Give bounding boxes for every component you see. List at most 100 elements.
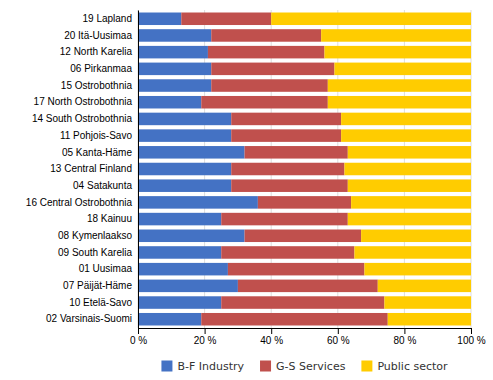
bar <box>258 196 351 209</box>
y-tick-label: 18 Kainuu <box>87 213 132 224</box>
x-tick-label: 100 % <box>457 335 485 346</box>
x-axis: 0 %20 %40 %60 %80 %100 % <box>130 328 486 346</box>
bar <box>138 313 201 326</box>
y-tick-label: 17 North Ostrobothnia <box>34 96 133 107</box>
bar <box>138 263 228 276</box>
y-tick-label: 08 Kymenlaakso <box>58 230 132 241</box>
y-tick-label: 02 Varsinais-Suomi <box>46 313 132 324</box>
bar <box>138 29 211 42</box>
bar <box>211 63 334 76</box>
x-tick-mark <box>138 328 139 334</box>
bar <box>221 246 354 259</box>
bar <box>138 129 231 142</box>
x-tick-mark <box>471 328 472 334</box>
bar <box>138 113 231 126</box>
bars <box>138 13 471 326</box>
y-tick: 07 Päijät-Häme <box>63 280 138 291</box>
bar <box>271 13 471 26</box>
y-tick: 10 Etelä-Savo <box>69 297 138 308</box>
bar <box>378 280 471 293</box>
legend-item: B-F Industry <box>161 360 244 373</box>
legend-item: Public sector <box>361 360 448 373</box>
bar <box>388 313 471 326</box>
bar <box>384 296 471 309</box>
bar <box>348 179 471 192</box>
bar <box>138 246 221 259</box>
y-tick: 01 Uusimaa <box>79 263 138 274</box>
y-tick: 02 Varsinais-Suomi <box>46 313 138 324</box>
legend-swatch <box>161 361 172 372</box>
x-tick: 20 % <box>194 328 217 346</box>
bar <box>138 296 221 309</box>
y-tick: 14 South Ostrobothnia <box>32 113 138 124</box>
bar <box>351 196 471 209</box>
bar <box>138 79 211 92</box>
x-tick-mark <box>338 328 339 334</box>
y-tick: 15 Ostrobothnia <box>61 80 138 91</box>
bar <box>201 96 328 109</box>
x-tick-label: 60 % <box>327 335 350 346</box>
y-tick-label: 15 Ostrobothnia <box>61 80 133 91</box>
legend: B-F Industry G-S Services Public sector <box>161 360 448 373</box>
bar <box>361 230 471 243</box>
x-tick-mark <box>404 328 405 334</box>
y-tick-label: 01 Uusimaa <box>79 263 133 274</box>
bar <box>348 213 471 226</box>
x-tick-mark <box>205 328 206 334</box>
y-tick-label: 07 Päijät-Häme <box>63 280 132 291</box>
y-tick: 04 Satakunta <box>73 180 138 191</box>
bar <box>138 280 238 293</box>
y-tick-label: 13 Central Finland <box>50 163 132 174</box>
grid <box>138 10 471 328</box>
y-tick-label: 09 South Karelia <box>58 247 132 258</box>
x-tick-label: 40 % <box>260 335 283 346</box>
y-axis-line <box>138 11 139 329</box>
bar <box>201 313 387 326</box>
bar <box>245 146 348 159</box>
bar <box>211 29 321 42</box>
bar <box>231 163 344 176</box>
bar <box>138 163 231 176</box>
bar <box>245 230 362 243</box>
bar <box>138 230 245 243</box>
y-tick: 19 Lapland <box>83 13 139 24</box>
x-tick-mark <box>271 328 272 334</box>
bar <box>334 63 471 76</box>
y-tick: 20 Itä-Uusimaa <box>64 30 138 41</box>
bar <box>231 179 348 192</box>
legend-item: G-S Services <box>260 360 346 373</box>
y-tick: 05 Kanta-Häme <box>62 147 138 158</box>
y-tick-label: 04 Satakunta <box>73 180 132 191</box>
x-axis-line <box>139 329 472 335</box>
y-tick-label: 11 Pohjois-Savo <box>60 130 133 141</box>
bar <box>181 13 271 26</box>
y-tick-label: 16 Central Ostrobothnia <box>26 197 133 208</box>
bar <box>138 146 245 159</box>
y-tick: 09 South Karelia <box>58 247 138 258</box>
bar <box>344 163 471 176</box>
legend-label: Public sector <box>377 360 448 373</box>
x-tick-label: 80 % <box>394 335 417 346</box>
bar <box>364 263 471 276</box>
bar <box>221 213 348 226</box>
bar <box>231 129 341 142</box>
x-tick: 40 % <box>260 328 283 346</box>
y-tick: 17 North Ostrobothnia <box>34 96 138 107</box>
x-tick-label: 20 % <box>194 335 217 346</box>
y-axis: 19 Lapland 20 Itä-Uusimaa 12 North Karelia… <box>26 11 139 329</box>
bar <box>211 79 328 92</box>
y-tick: 12 North Karelia <box>60 46 138 57</box>
bar <box>138 63 211 76</box>
bar <box>138 213 221 226</box>
y-tick-label: 19 Lapland <box>83 13 133 24</box>
bar <box>208 46 325 59</box>
legend-label: G-S Services <box>276 360 346 373</box>
grid-line <box>138 10 139 328</box>
bar <box>138 179 231 192</box>
chart: 0 %20 %40 %60 %80 %100 %19 Lapland20 Itä… <box>0 0 493 380</box>
y-tick-label: 05 Kanta-Häme <box>62 147 132 158</box>
x-tick: 60 % <box>327 328 350 346</box>
y-tick: 06 Pirkanmaa <box>70 63 138 74</box>
bar <box>321 29 471 42</box>
bar <box>221 296 384 309</box>
